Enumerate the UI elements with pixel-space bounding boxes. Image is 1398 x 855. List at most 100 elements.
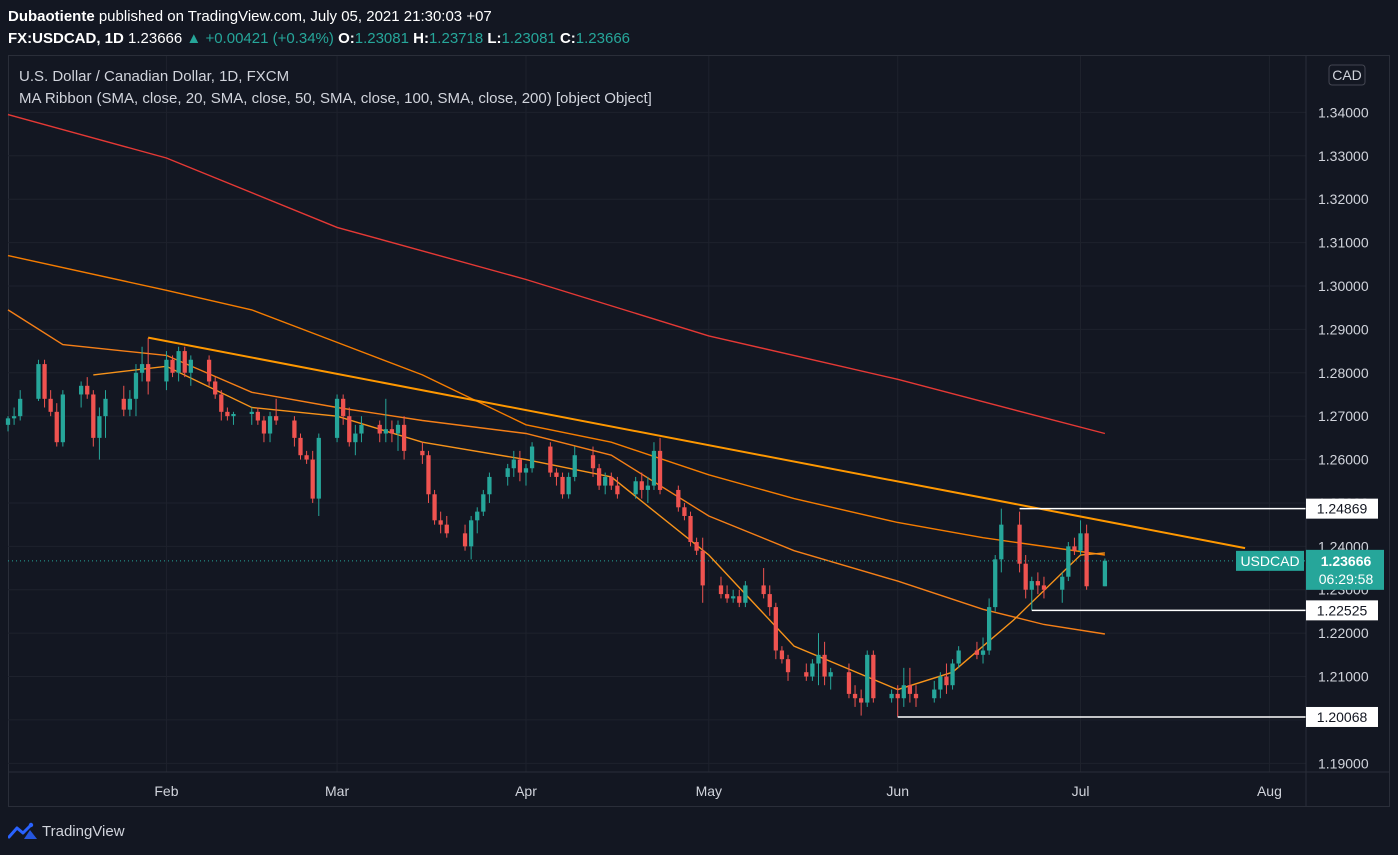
candle	[438, 511, 443, 534]
candle	[1078, 520, 1083, 556]
candle	[737, 589, 742, 608]
candle-body	[164, 359, 169, 382]
candle	[359, 416, 364, 443]
candle	[907, 667, 913, 703]
low-label: L:	[487, 30, 502, 47]
candle	[1060, 572, 1065, 603]
candle-body	[359, 424, 364, 434]
time-tick-label: Apr	[515, 783, 537, 799]
price-line-label-box	[1306, 498, 1378, 519]
candle	[103, 390, 108, 438]
candle-body	[383, 429, 388, 434]
candle	[475, 507, 480, 534]
up-arrow-icon: ▲	[186, 30, 202, 47]
candle	[188, 355, 193, 386]
candle-body	[993, 559, 998, 608]
candle	[176, 346, 181, 382]
low-value: 1.23081	[501, 30, 556, 47]
published-text: published on TradingView.com, July 05, 2…	[94, 8, 492, 25]
candle	[865, 650, 870, 707]
tradingview-logo[interactable]: TradingView	[8, 822, 125, 840]
candle	[822, 641, 827, 686]
candle	[487, 472, 492, 503]
candle	[1084, 524, 1089, 590]
candle-body	[785, 659, 791, 673]
candle-body	[231, 414, 236, 417]
candle	[121, 385, 126, 417]
candle-body	[78, 385, 84, 395]
candle	[932, 680, 937, 703]
currency-badge: CAD	[1332, 67, 1362, 83]
candle-body	[5, 418, 11, 425]
candle-body	[11, 416, 17, 419]
candle	[743, 581, 748, 608]
candle-body	[1041, 585, 1047, 590]
candle-body	[377, 424, 382, 434]
candle-body	[523, 468, 529, 473]
candle-body	[133, 372, 139, 399]
candle-body	[292, 420, 297, 438]
candle-body	[316, 437, 321, 499]
candle-body	[1078, 533, 1083, 551]
candle-body	[804, 672, 809, 677]
candle-body	[724, 594, 730, 599]
candle-body	[761, 585, 766, 595]
candle	[481, 489, 486, 516]
candle-body	[603, 476, 608, 486]
candle-body	[395, 424, 401, 434]
time-tick-label: Mar	[325, 783, 349, 799]
candle	[206, 355, 212, 386]
candle-body	[633, 481, 638, 495]
candle-body	[828, 672, 833, 677]
candles	[5, 338, 1108, 717]
candle	[950, 659, 955, 690]
last-price: 1.23666	[128, 30, 183, 47]
candle-body	[347, 416, 352, 443]
candle-body	[596, 468, 602, 486]
candle	[298, 433, 303, 460]
candle-body	[615, 485, 620, 495]
candle-body	[91, 394, 96, 438]
candle	[36, 359, 41, 401]
price-line-label-box	[1306, 706, 1378, 727]
candle-body	[42, 364, 47, 399]
candle	[231, 411, 236, 425]
price-tick-label: 1.34000	[1318, 104, 1369, 120]
candle	[633, 476, 638, 499]
candle	[146, 338, 151, 395]
chart-legend-symbol[interactable]: U.S. Dollar / Canadian Dollar, 1D, FXCM	[19, 68, 290, 85]
candle-body	[334, 398, 340, 438]
candle	[347, 407, 352, 447]
high-value: 1.23718	[428, 30, 484, 47]
candle-body	[121, 398, 126, 410]
candle	[523, 463, 529, 486]
candle-body	[743, 585, 748, 603]
open-label: O:	[338, 30, 355, 47]
candle	[1029, 576, 1034, 611]
price-tick-label: 1.22000	[1318, 625, 1369, 641]
candle	[724, 585, 730, 603]
candle-body	[688, 515, 693, 543]
candle-body	[182, 351, 187, 373]
candle-body	[1084, 533, 1089, 587]
candle-body	[871, 654, 876, 699]
trendline	[147, 336, 1246, 550]
author-name[interactable]: Dubaotiente	[8, 8, 95, 25]
candle	[426, 450, 431, 503]
candle-body	[645, 485, 650, 490]
candle-body	[950, 663, 955, 686]
candle-body	[103, 398, 108, 417]
candle	[219, 390, 224, 421]
candle	[353, 424, 358, 456]
candle	[267, 411, 273, 443]
chart-legend-indicator[interactable]: MA Ribbon (SMA, close, 20, SMA, close, 5…	[19, 90, 652, 107]
candle	[505, 463, 510, 486]
candle-body	[590, 455, 596, 469]
candle-body	[1023, 563, 1028, 590]
candle-body	[895, 693, 900, 699]
candle-body	[146, 364, 151, 382]
candle-body	[505, 468, 510, 477]
candle	[249, 407, 254, 425]
close-label: C:	[559, 30, 576, 47]
